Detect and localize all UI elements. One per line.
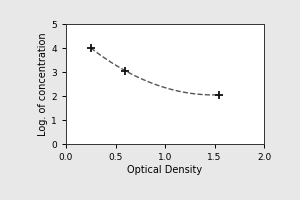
X-axis label: Optical Density: Optical Density xyxy=(128,165,202,175)
Y-axis label: Log. of concentration: Log. of concentration xyxy=(38,32,48,136)
